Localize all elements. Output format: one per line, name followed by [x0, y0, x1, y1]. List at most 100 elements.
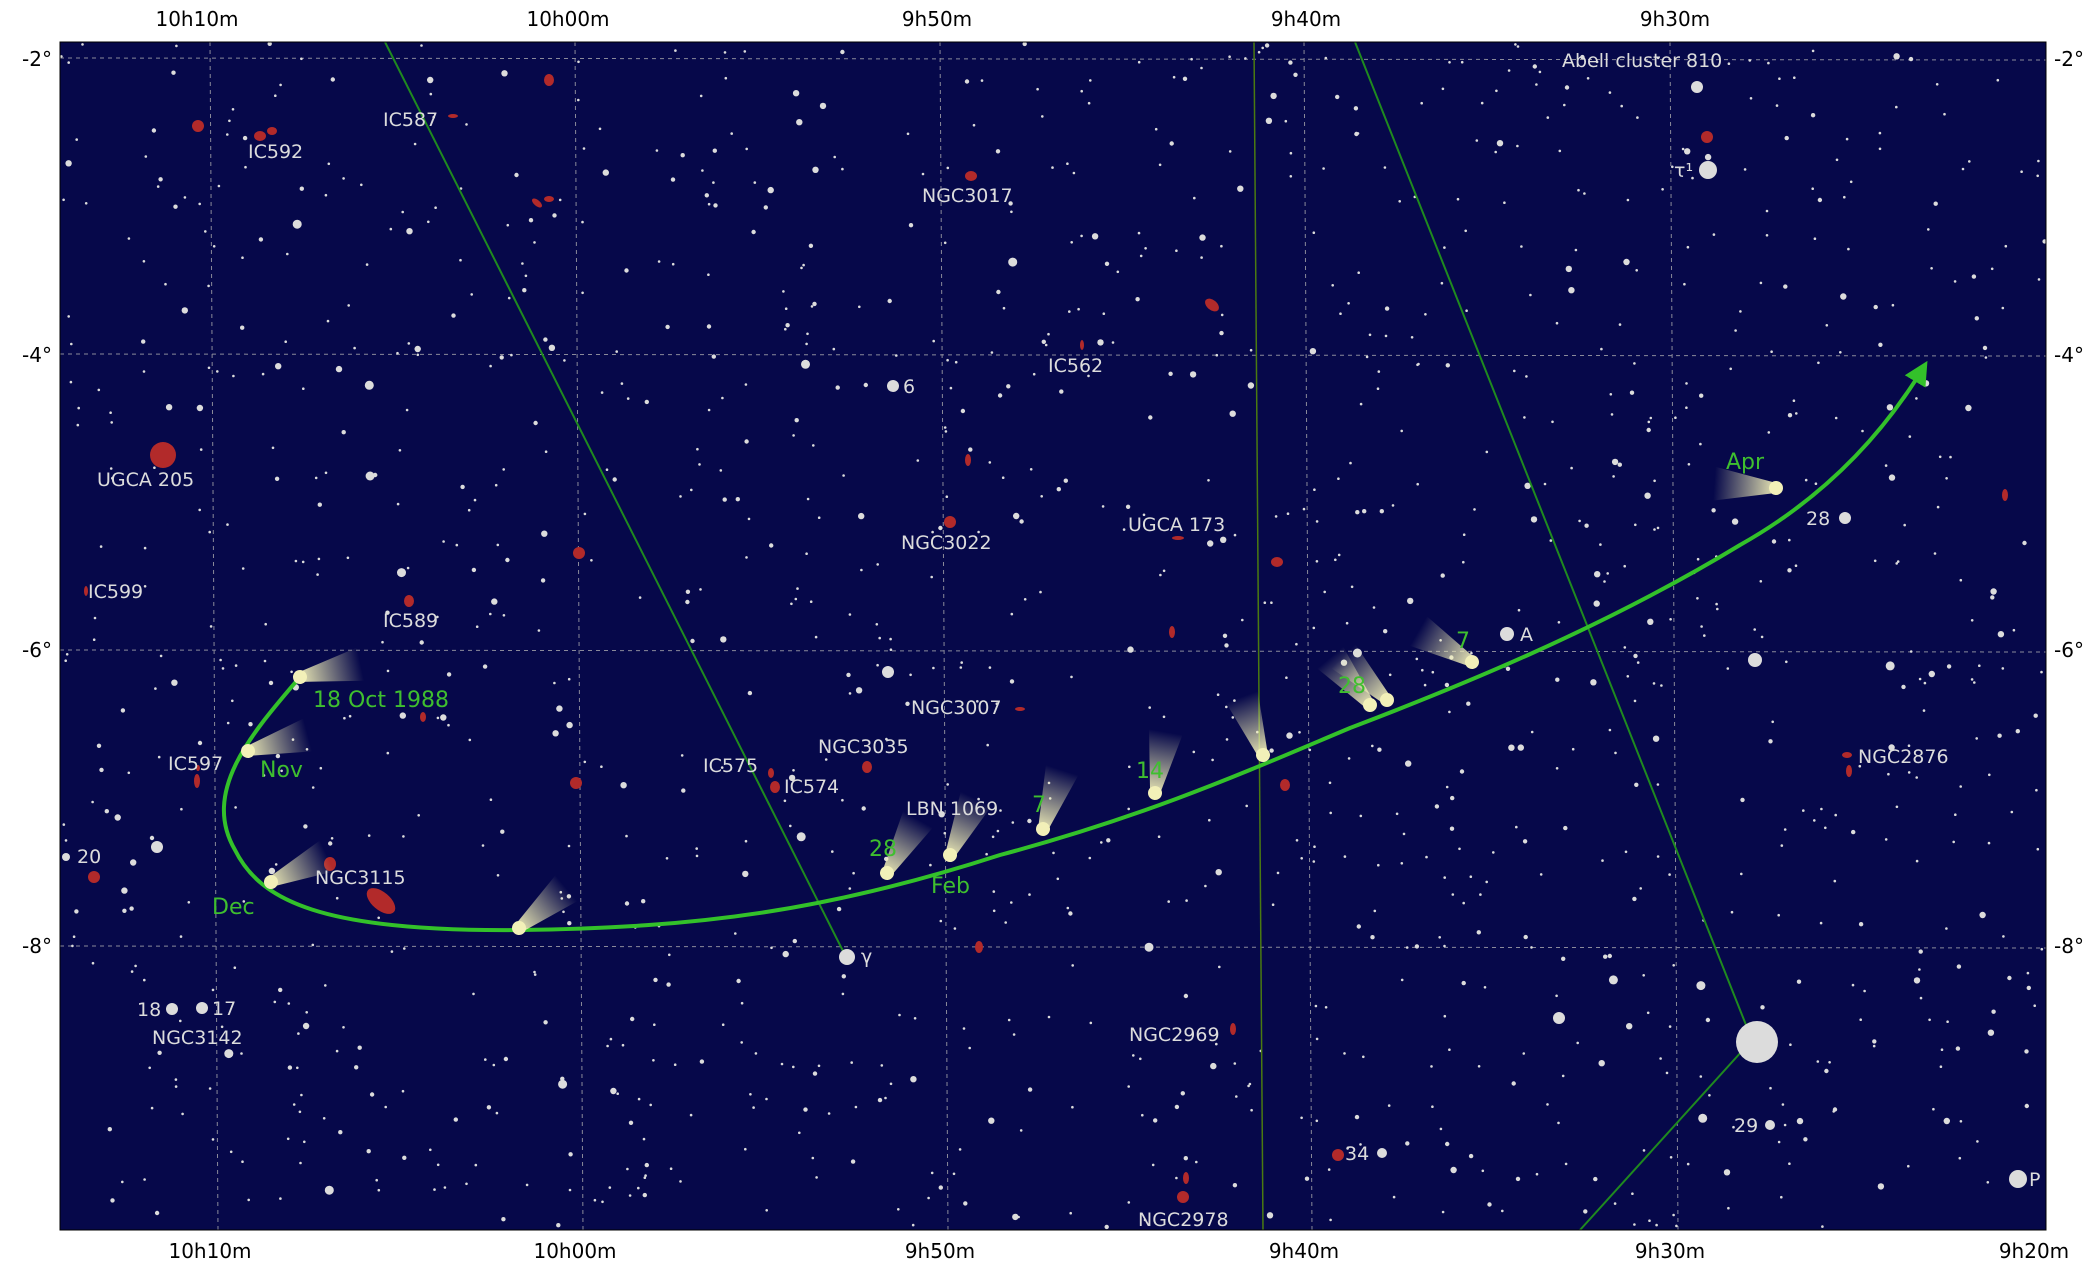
background-star	[637, 1097, 641, 1101]
background-star	[1515, 1176, 1521, 1182]
background-star	[1101, 505, 1105, 508]
background-star	[1293, 72, 1298, 78]
background-star	[913, 1017, 917, 1020]
background-star	[1027, 1087, 1033, 1092]
background-star	[1448, 1048, 1451, 1051]
background-star	[1265, 117, 1273, 125]
background-star	[1215, 869, 1222, 876]
background-star	[1148, 706, 1151, 709]
background-star	[1888, 744, 1895, 751]
background-star	[1907, 771, 1911, 774]
background-star	[96, 743, 102, 748]
background-star	[1997, 733, 2002, 738]
background-star	[802, 263, 805, 267]
comet-marker	[1036, 764, 1079, 836]
background-star	[1359, 402, 1363, 406]
background-star	[1010, 612, 1014, 616]
background-star	[1788, 1162, 1791, 1165]
label-ic575: IC575	[703, 755, 758, 777]
background-star	[1219, 330, 1224, 336]
background-star	[800, 266, 803, 270]
background-star	[1863, 989, 1866, 993]
background-star	[1157, 835, 1161, 838]
background-star	[1104, 1224, 1109, 1230]
background-star	[1102, 312, 1106, 316]
background-star	[1847, 247, 1850, 251]
background-star	[1220, 536, 1227, 543]
background-star	[1623, 564, 1626, 568]
background-star	[1696, 981, 1706, 991]
background-star	[71, 944, 74, 948]
background-star	[1633, 653, 1638, 659]
background-star	[1813, 819, 1816, 822]
background-star	[1233, 1062, 1237, 1065]
background-star	[72, 935, 76, 938]
galaxy-g	[573, 547, 585, 559]
background-star	[744, 1147, 747, 1151]
background-star	[655, 149, 659, 152]
background-star	[1878, 147, 1882, 151]
background-star	[1642, 974, 1645, 977]
background-star	[91, 961, 95, 965]
background-star	[1415, 657, 1419, 661]
background-star	[1895, 562, 1898, 565]
background-star	[1583, 192, 1586, 195]
background-star	[65, 160, 72, 167]
background-star	[507, 296, 511, 300]
background-star	[1978, 664, 1981, 667]
background-star	[472, 992, 475, 996]
background-star	[701, 169, 704, 172]
grid-meridian-5	[1669, 42, 1679, 1230]
background-star	[1128, 765, 1131, 769]
left-dec-label-2: -4°	[22, 343, 52, 367]
background-star	[1626, 1022, 1633, 1030]
background-star	[1644, 492, 1651, 499]
background-star	[1232, 1183, 1238, 1188]
background-star	[1189, 371, 1197, 378]
background-star	[1345, 621, 1349, 625]
background-star	[1431, 1105, 1434, 1108]
background-star	[1137, 60, 1141, 64]
background-star	[707, 273, 710, 277]
background-star	[1464, 229, 1467, 233]
background-star	[652, 1059, 655, 1062]
background-star	[1691, 176, 1694, 180]
background-star	[1570, 466, 1573, 470]
background-star	[707, 408, 711, 412]
background-star	[1264, 43, 1270, 48]
background-star	[796, 832, 806, 842]
background-star	[605, 468, 609, 472]
grid-meridian-1	[209, 42, 219, 1230]
background-star	[1257, 50, 1261, 54]
background-star	[1410, 336, 1414, 339]
background-star	[553, 681, 556, 685]
background-star	[242, 900, 246, 903]
background-star	[1228, 55, 1231, 58]
background-star	[831, 850, 834, 853]
background-star	[753, 181, 757, 184]
background-star	[275, 363, 282, 370]
background-star	[183, 196, 187, 199]
background-star	[744, 383, 748, 386]
background-star	[1814, 482, 1818, 486]
background-star	[1516, 45, 1520, 48]
background-star	[943, 241, 947, 245]
background-star	[1887, 772, 1890, 776]
background-star	[1574, 248, 1578, 252]
background-star	[1727, 1206, 1730, 1210]
comet-label-7-mar: 7	[1456, 629, 1470, 654]
background-star	[734, 932, 737, 935]
constellation-lines	[384, 42, 1753, 1230]
background-star	[1636, 116, 1639, 119]
background-star	[670, 177, 676, 182]
background-star	[1445, 1141, 1450, 1147]
background-star	[1473, 508, 1476, 511]
background-star	[996, 289, 1001, 295]
background-star	[499, 355, 504, 360]
background-star	[1734, 329, 1737, 332]
background-star	[1771, 539, 1777, 544]
background-star	[711, 354, 716, 359]
background-star	[1908, 435, 1912, 438]
star-20	[62, 853, 70, 861]
background-star	[1400, 429, 1403, 433]
